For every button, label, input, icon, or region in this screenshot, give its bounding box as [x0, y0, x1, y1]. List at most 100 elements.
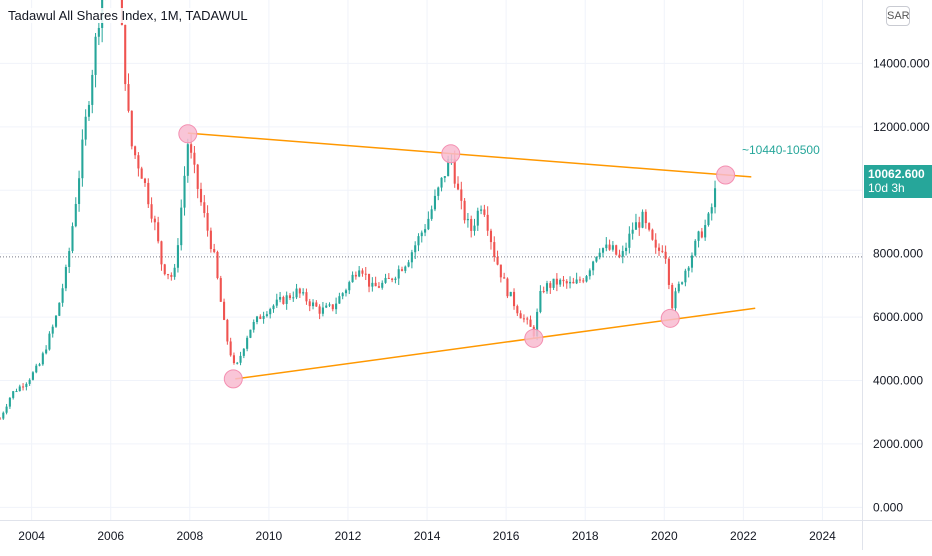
candle-body-153 — [503, 277, 506, 279]
scale-corner[interactable] — [862, 520, 932, 550]
candle-body-94 — [308, 301, 311, 307]
candle-body-112 — [368, 273, 371, 287]
candle-body-189 — [621, 251, 624, 257]
chart-pane[interactable] — [0, 0, 862, 520]
candle-body-79 — [259, 316, 262, 319]
candle-body-6 — [18, 386, 21, 392]
candle-body-201 — [661, 250, 664, 252]
candle-body-117 — [384, 277, 387, 283]
candle-body-44 — [143, 178, 147, 183]
candle-body-168 — [552, 278, 555, 288]
candle-body-80 — [262, 315, 265, 319]
candle-body-126 — [414, 245, 417, 253]
candle-body-205 — [674, 291, 677, 309]
candle-body-144 — [473, 225, 476, 231]
candle-body-21 — [68, 251, 71, 267]
highlight-circle-1 — [441, 144, 461, 164]
candle-body-102 — [335, 303, 338, 310]
currency-button[interactable]: SAR — [886, 6, 910, 26]
candle-body-131 — [430, 209, 433, 219]
candle-body-38 — [124, 24, 127, 85]
symbol-title[interactable]: Tadawul All Shares Index, 1M, TADAWUL — [6, 8, 250, 23]
candle-body-135 — [443, 176, 446, 178]
candle-body-212 — [697, 231, 700, 241]
candle-body-53 — [173, 267, 176, 277]
candle-body-24 — [78, 178, 81, 204]
price-scale[interactable]: 0.000 2000.000 4000.000 6000.000 8000.000 100… — [862, 0, 932, 520]
candle-body-55 — [180, 207, 183, 246]
time-tick-label-9: 2022 — [730, 529, 757, 543]
candle-body-75 — [246, 337, 249, 349]
candle-body-217 — [713, 188, 717, 208]
candle-body-8 — [25, 383, 28, 387]
candle-body-170 — [559, 279, 562, 285]
candle-body-173 — [569, 281, 572, 284]
last-price-value: 10062.600 — [868, 167, 925, 181]
candle-body-91 — [298, 288, 301, 294]
time-tick-label-5: 2014 — [414, 529, 441, 543]
candle-body-154 — [506, 278, 509, 297]
candle-body-207 — [681, 282, 684, 284]
candle-body-152 — [499, 264, 502, 278]
candle-body-121 — [397, 269, 400, 279]
candle-body-104 — [341, 293, 344, 297]
price-chart[interactable] — [0, 0, 862, 520]
candle-body-58 — [190, 144, 193, 153]
candle-body-70 — [229, 341, 232, 356]
candle-body-150 — [493, 242, 496, 257]
candle-body-156 — [512, 291, 516, 307]
candle-body-52 — [170, 274, 173, 277]
candle-body-122 — [400, 269, 404, 271]
candle-body-96 — [315, 302, 318, 307]
highlight-circle-4 — [524, 328, 544, 348]
candle-body-185 — [608, 244, 611, 250]
candle-body-60 — [196, 164, 199, 189]
target-annotation[interactable]: ~10440-10500 — [742, 143, 820, 157]
candle-body-84 — [275, 299, 278, 306]
time-scale[interactable]: 2004 2006 2008 2010 2012 2014 2016 2018 2020 2022… — [0, 520, 862, 550]
highlight-circles[interactable] — [178, 124, 736, 389]
candle-body-199 — [654, 239, 657, 248]
candle-body-177 — [582, 280, 585, 282]
candle-body-29 — [94, 36, 97, 75]
candle-body-20 — [64, 266, 67, 289]
candle-body-210 — [690, 255, 694, 268]
candle-body-114 — [374, 282, 377, 287]
candle-body-183 — [601, 248, 605, 253]
candle-body-138 — [453, 158, 456, 184]
candle-body-128 — [420, 232, 423, 237]
candle-body-99 — [325, 305, 328, 308]
candle-body-194 — [638, 222, 641, 228]
candle-body-64 — [209, 230, 212, 250]
candle-body-191 — [628, 233, 631, 248]
candle-body-48 — [157, 222, 160, 242]
candle-body-155 — [509, 291, 512, 297]
price-axis: 0.0002000.0004000.0006000.0008000.000100… — [873, 56, 930, 514]
candle-body-13 — [41, 353, 44, 365]
price-tick-label-2: 4000.000 — [873, 373, 923, 387]
trendlines[interactable] — [187, 132, 756, 380]
candle-body-110 — [361, 270, 364, 274]
candle-body-202 — [664, 251, 667, 259]
candle-body-175 — [575, 279, 578, 284]
candle-body-120 — [394, 278, 397, 280]
candle-body-216 — [710, 207, 713, 214]
candle-body-17 — [54, 315, 58, 327]
candle-body-179 — [588, 270, 591, 277]
candle-body-59 — [193, 152, 196, 165]
candle-body-56 — [183, 175, 186, 208]
price-tick-label-7: 14000.000 — [873, 56, 930, 70]
candle-body-215 — [707, 213, 710, 226]
candle-body-127 — [417, 236, 420, 246]
candle-body-1 — [2, 412, 5, 419]
candle-body-89 — [292, 297, 295, 299]
candle-body-123 — [404, 266, 407, 271]
candle-body-213 — [700, 231, 703, 238]
time-axis: 2004 2006 2008 2010 2012 2014 2016 2018 2020 2022… — [18, 529, 836, 543]
candle-body-159 — [522, 318, 525, 320]
candle-body-198 — [651, 229, 654, 240]
candle-body-107 — [351, 274, 354, 283]
candle-body-171 — [562, 279, 565, 282]
candle-body-4 — [12, 391, 15, 398]
candle-body-214 — [704, 225, 707, 238]
